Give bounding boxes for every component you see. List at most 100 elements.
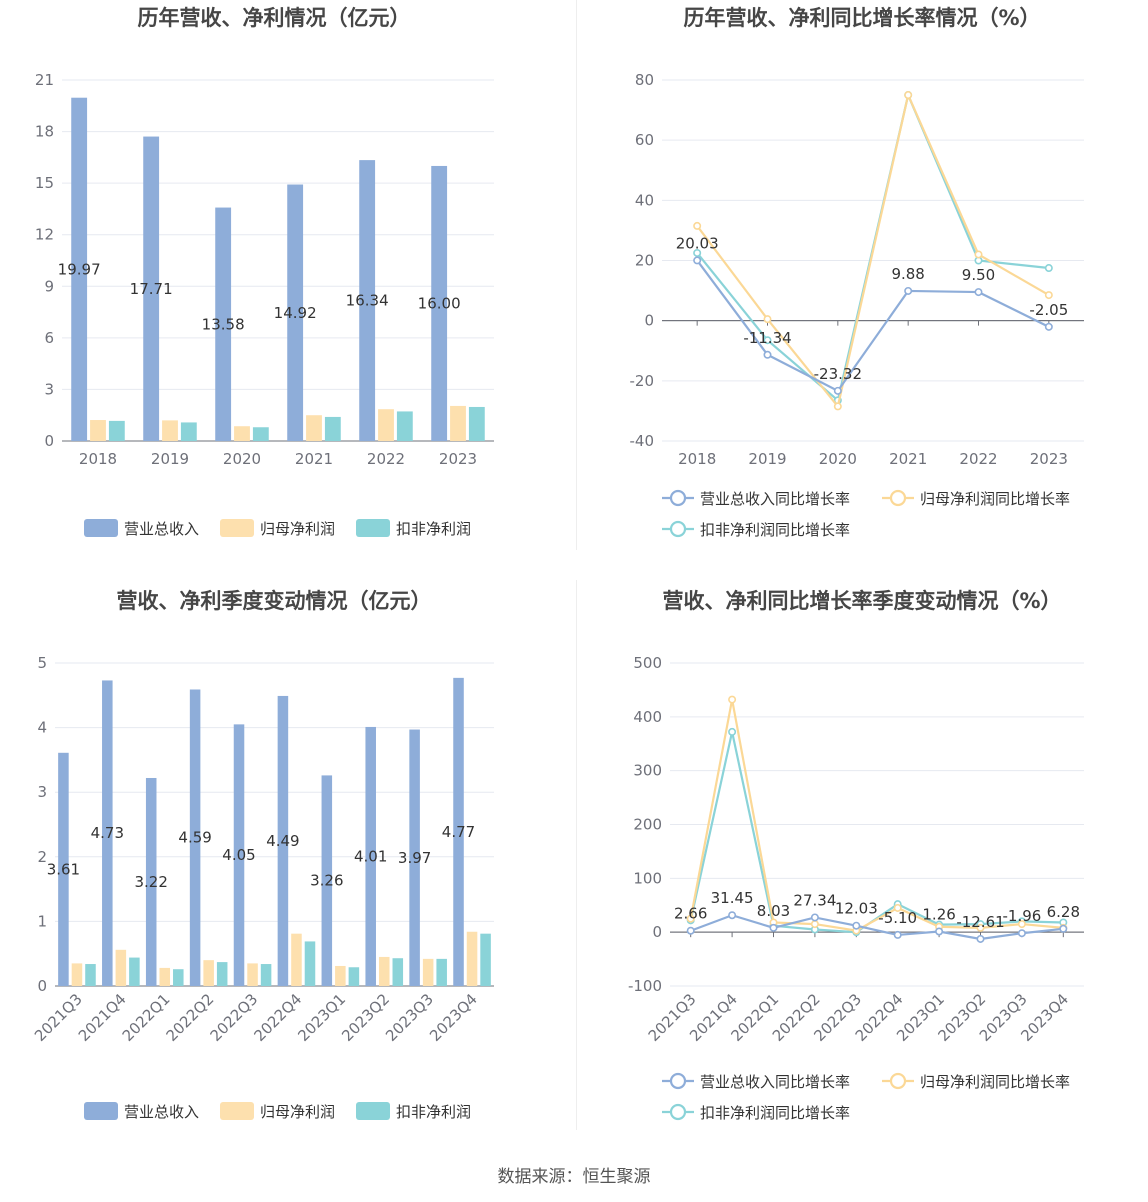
bar-2023Q1-0 xyxy=(321,775,333,986)
y-tick-label: 3 xyxy=(37,783,47,801)
legend-swatch xyxy=(356,519,390,537)
legend-label: 营业总收入同比增长率 xyxy=(700,1073,850,1091)
legend-marker xyxy=(889,489,907,507)
bar-data-label: 16.34 xyxy=(346,292,389,310)
y-tick-label: 60 xyxy=(635,131,654,149)
bar-2021Q3-2 xyxy=(85,964,96,986)
x-tick-label: 2023Q1 xyxy=(294,990,349,1045)
bar-data-label: 16.00 xyxy=(418,294,461,312)
bar-2023Q2-2 xyxy=(392,958,404,986)
series-point xyxy=(769,923,778,932)
x-tick-label: 2018 xyxy=(79,450,117,468)
series-point xyxy=(1059,924,1068,933)
point-data-label: 6.28 xyxy=(1047,903,1080,921)
bar-2021Q4-1 xyxy=(115,949,127,986)
series-point xyxy=(1044,291,1053,300)
point-data-label: 9.88 xyxy=(891,265,924,283)
bar-2022Q1-0 xyxy=(145,777,157,986)
series-point xyxy=(976,934,985,943)
y-tick-label: -40 xyxy=(630,432,655,450)
series-point xyxy=(686,926,695,935)
bar-2021Q4-2 xyxy=(129,957,140,986)
bar-2023-0 xyxy=(431,165,448,441)
point-data-label: -1.96 xyxy=(1002,907,1041,925)
series-point xyxy=(728,695,737,704)
legend-marker xyxy=(669,489,687,507)
bar-data-label: 4.49 xyxy=(266,832,299,850)
x-tick-label: 2022Q3 xyxy=(207,990,262,1045)
legend-label: 营业总收入 xyxy=(124,1103,199,1121)
y-tick-label: 2 xyxy=(37,848,47,866)
data-source: 数据来源：恒生聚源 xyxy=(497,1167,651,1187)
bar-2022-2 xyxy=(396,411,413,441)
series-line xyxy=(690,914,1064,941)
y-tick-label: 4 xyxy=(37,719,47,737)
x-tick-label: 2020 xyxy=(819,450,857,468)
y-tick-label: 500 xyxy=(633,654,662,672)
divider-top xyxy=(576,0,577,550)
series-point xyxy=(728,727,737,736)
legend-label: 归母净利润 xyxy=(260,520,335,538)
chart-content: 营收、净利同比增长率季度变动情况（%） -100 0 100 200 300 400 500 2… xyxy=(628,589,1084,1122)
bar-2022Q3-0 xyxy=(233,724,245,986)
chart-title: 营收、净利季度变动情况（亿元） xyxy=(117,589,432,613)
series-point xyxy=(693,221,702,230)
bar-2022Q2-1 xyxy=(203,960,214,986)
series-point xyxy=(1044,264,1053,273)
series-point xyxy=(763,315,772,324)
x-tick-label: 2021Q4 xyxy=(75,990,130,1045)
legend-swatch xyxy=(356,1102,390,1120)
bar-2022Q4-2 xyxy=(304,941,316,986)
x-tick-label: 2022 xyxy=(367,450,405,468)
bar-2022Q3-2 xyxy=(260,964,272,986)
chart-content: 历年营收、净利情况（亿元） 0 3 6 9 12 15 18 21 2018 2019 2020 202… xyxy=(35,6,494,538)
y-tick-label: 100 xyxy=(633,869,662,887)
bar-data-label: 17.71 xyxy=(130,280,173,298)
x-tick-label: 2019 xyxy=(151,450,189,468)
bar-2023Q3-2 xyxy=(436,958,447,986)
bar-data-label: 3.26 xyxy=(310,872,343,890)
quarterly-amount-chart: 营收、净利季度变动情况（亿元）0123452021Q32021Q42022Q12… xyxy=(31,589,494,1121)
bar-data-label: 3.22 xyxy=(135,873,168,891)
series-point xyxy=(974,250,983,259)
bar-2022Q3-1 xyxy=(247,963,258,986)
bar-2021Q4-0 xyxy=(102,680,113,986)
bar-2021Q3-1 xyxy=(71,963,83,986)
bar-2022Q1-2 xyxy=(173,969,184,986)
bar-2020-1 xyxy=(234,426,250,441)
legend-marker xyxy=(669,1072,687,1090)
chart-title: 营收、净利同比增长率季度变动情况（%） xyxy=(662,589,1061,613)
y-tick-label: 200 xyxy=(633,816,662,834)
point-data-label: 27.34 xyxy=(793,891,836,909)
bar-2023Q3-1 xyxy=(422,958,434,986)
y-tick-label: 0 xyxy=(652,923,662,941)
y-tick-label: 12 xyxy=(35,226,54,244)
point-data-label: -12.61 xyxy=(956,913,1004,931)
x-tick-label: 2020 xyxy=(223,450,261,468)
bar-2020-2 xyxy=(252,427,269,441)
y-tick-label: 1 xyxy=(37,912,47,930)
bar-2021-0 xyxy=(287,184,304,441)
legend-label: 营业总收入 xyxy=(124,520,199,538)
panel-quarterly-amount: 营收、净利季度变动情况（亿元） 0 1 2 3 4 5 2021Q3 2021Q4 2022Q1 2… xyxy=(0,580,574,1160)
x-tick-label: 2022Q1 xyxy=(119,990,174,1045)
bar-2023Q2-1 xyxy=(378,956,390,986)
series-point xyxy=(1017,920,1026,929)
point-data-label: 31.45 xyxy=(711,889,754,907)
legend-label: 扣非净利润同比增长率 xyxy=(700,1104,850,1122)
y-tick-label: 15 xyxy=(35,174,54,192)
y-tick-label: 400 xyxy=(633,708,662,726)
series-point xyxy=(693,248,702,257)
quarterly-growth-chart: 营收、净利同比增长率季度变动情况（%） -100 0 100 200 300 400 500 2… xyxy=(628,589,1084,1122)
panel-annual-growth: 历年营收、净利同比增长率情况（%） -40 -20 0 20 40 60 80 2018 2019… xyxy=(574,0,1148,580)
series-point xyxy=(833,402,842,411)
legend-marker xyxy=(669,1103,687,1121)
x-tick-label: 2022Q2 xyxy=(163,990,218,1045)
bar-2023Q4-0 xyxy=(453,677,464,986)
point-data-label: 20.03 xyxy=(676,234,719,252)
chart-title: 历年营收、净利情况（亿元） xyxy=(138,6,411,30)
point-data-label: -11.34 xyxy=(743,329,791,347)
bar-2019-2 xyxy=(180,422,197,441)
bar-2022-0 xyxy=(359,160,376,442)
x-tick-label: 2023Q2 xyxy=(338,990,393,1045)
